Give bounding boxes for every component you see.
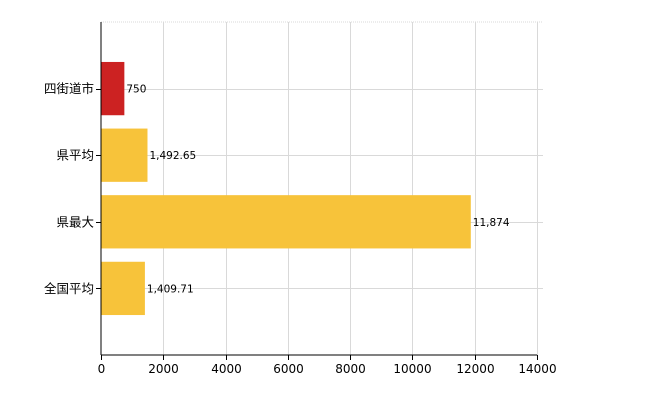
x-tick-label: 14000 xyxy=(518,362,556,376)
x-tick-label: 0 xyxy=(98,362,106,376)
bars xyxy=(101,61,471,316)
category-label: 県最大 xyxy=(56,214,94,229)
category-label: 県平均 xyxy=(56,148,94,163)
data-label: 1,409.71 xyxy=(147,283,194,295)
bar xyxy=(101,261,145,316)
x-tick-label: 10000 xyxy=(393,362,431,376)
grid-lines xyxy=(101,21,543,355)
bar xyxy=(101,195,471,249)
x-tick-label: 6000 xyxy=(273,362,304,376)
data-label: 750 xyxy=(126,84,146,96)
bar xyxy=(101,128,148,182)
data-label: 11,874 xyxy=(473,217,510,229)
x-tick-label: 2000 xyxy=(148,362,179,376)
x-tick-label: 4000 xyxy=(211,362,242,376)
bar xyxy=(101,61,125,116)
x-tick-label: 12000 xyxy=(456,362,494,376)
category-label: 全国平均 xyxy=(44,281,94,296)
data-label: 1,492.65 xyxy=(149,150,196,162)
axes xyxy=(100,22,537,356)
axis-ticks xyxy=(96,89,538,360)
x-tick-label: 8000 xyxy=(335,362,366,376)
labels: 0 2000 4000 6000 8000 10000 12000 14000 四街道市 750 県… xyxy=(44,81,557,376)
category-label: 四街道市 xyxy=(44,81,94,96)
